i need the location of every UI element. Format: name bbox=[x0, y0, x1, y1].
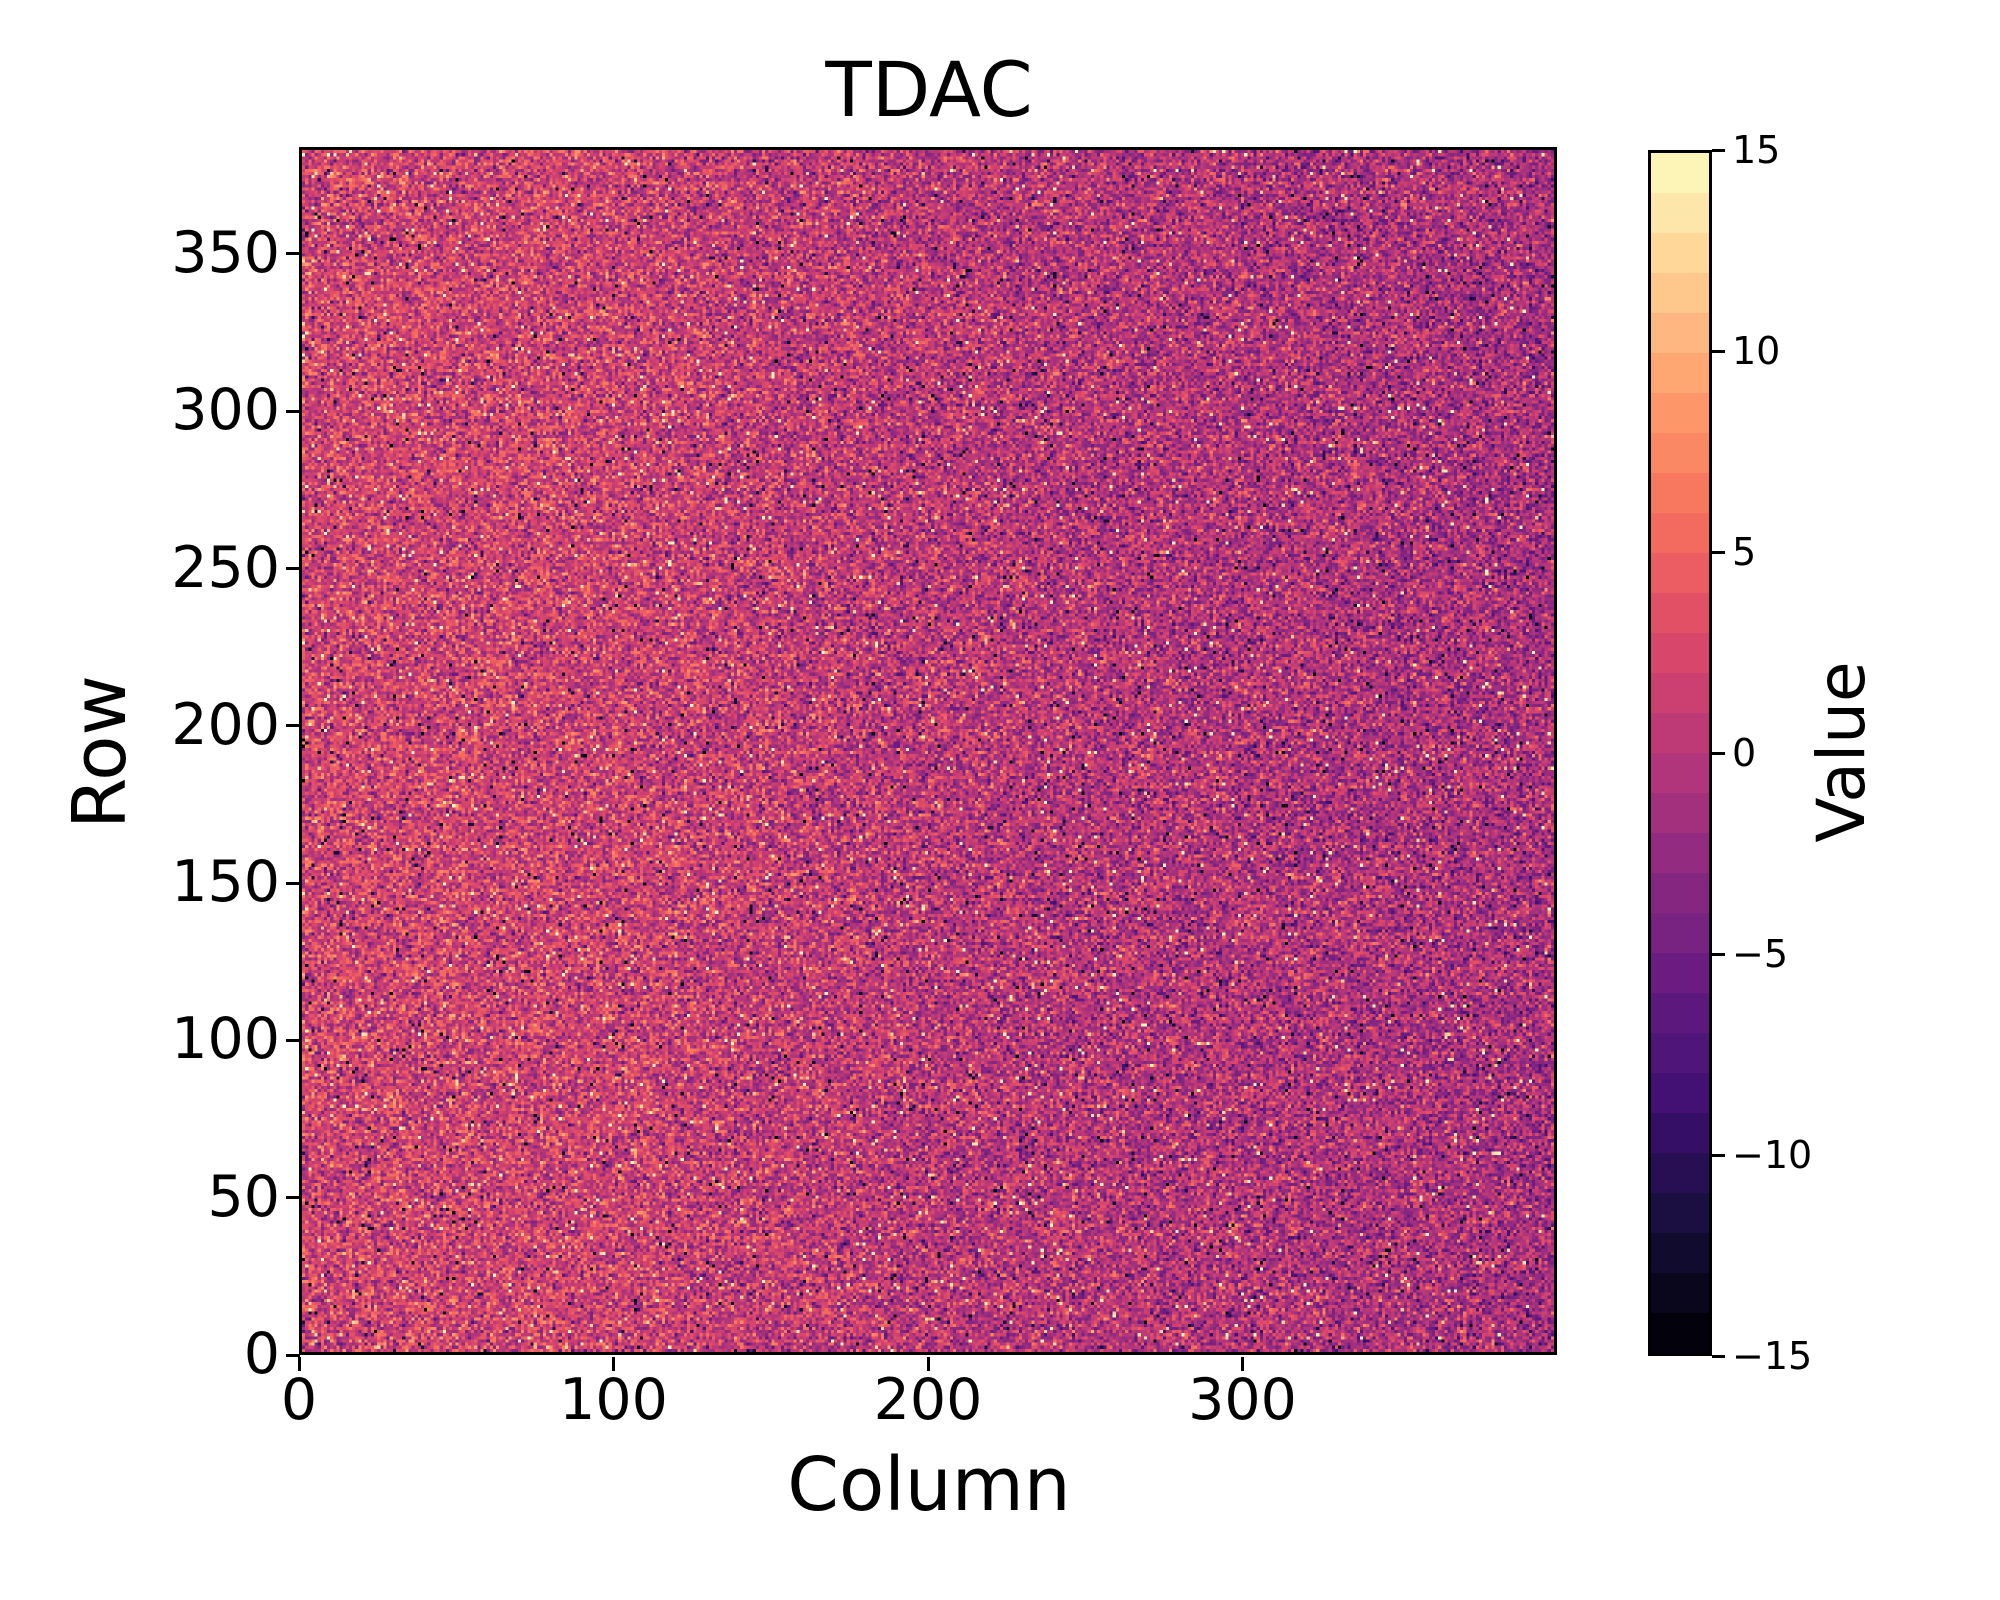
colorbar-segment bbox=[1651, 1113, 1709, 1153]
colorbar-segment bbox=[1651, 673, 1709, 713]
colorbar-segment bbox=[1651, 833, 1709, 873]
colorbar-segment bbox=[1651, 753, 1709, 793]
colorbar-segment bbox=[1651, 1273, 1709, 1313]
y-tick-mark bbox=[286, 1196, 300, 1200]
x-axis-label: Column bbox=[787, 1442, 1071, 1528]
y-tick-mark bbox=[286, 252, 300, 256]
colorbar-segment bbox=[1651, 273, 1709, 313]
x-tick-label: 300 bbox=[1188, 1367, 1297, 1433]
colorbar-segment bbox=[1651, 473, 1709, 513]
y-tick-mark bbox=[286, 724, 300, 728]
colorbar-tick-mark bbox=[1712, 952, 1725, 956]
colorbar-segment bbox=[1651, 513, 1709, 553]
y-tick-label: 250 bbox=[171, 534, 280, 601]
y-tick-mark bbox=[286, 1353, 300, 1357]
x-tick-mark bbox=[926, 1357, 930, 1371]
colorbar-segment bbox=[1651, 793, 1709, 833]
colorbar-segment bbox=[1651, 393, 1709, 433]
colorbar-tick-label: 15 bbox=[1732, 128, 1781, 172]
y-tick-label: 150 bbox=[171, 849, 280, 916]
x-tick-label: 200 bbox=[873, 1367, 983, 1433]
x-tick-mark bbox=[297, 1357, 301, 1371]
y-tick-mark bbox=[286, 567, 300, 571]
colorbar-tick-mark bbox=[1712, 148, 1725, 152]
colorbar bbox=[1648, 150, 1712, 1356]
colorbar-segment bbox=[1651, 873, 1709, 913]
colorbar-segment bbox=[1651, 153, 1709, 193]
colorbar-segment bbox=[1651, 633, 1709, 673]
plot-area bbox=[299, 147, 1557, 1355]
colorbar-segment bbox=[1651, 1033, 1709, 1073]
colorbar-segment bbox=[1651, 313, 1709, 353]
colorbar-segment bbox=[1651, 353, 1709, 393]
colorbar-tick-label: 0 bbox=[1732, 731, 1757, 775]
colorbar-tick-label: 10 bbox=[1732, 329, 1781, 373]
colorbar-label: Value bbox=[1803, 661, 1880, 843]
x-tick-mark bbox=[612, 1357, 615, 1371]
colorbar-segment bbox=[1651, 1233, 1709, 1273]
colorbar-segment bbox=[1651, 1313, 1709, 1353]
colorbar-segment bbox=[1651, 233, 1709, 273]
colorbar-segment bbox=[1651, 1153, 1709, 1193]
colorbar-tick-label: −5 bbox=[1732, 932, 1789, 976]
colorbar-tick-mark bbox=[1712, 550, 1725, 554]
y-tick-label: 0 bbox=[243, 1321, 280, 1387]
colorbar-segment bbox=[1651, 553, 1709, 593]
x-tick-label: 0 bbox=[280, 1367, 318, 1433]
heatmap-canvas bbox=[302, 150, 1554, 1352]
y-tick-mark bbox=[286, 881, 300, 885]
y-tick-mark bbox=[286, 409, 300, 413]
colorbar-segment bbox=[1651, 593, 1709, 633]
chart-title: TDAC bbox=[825, 45, 1033, 134]
colorbar-segment bbox=[1651, 953, 1709, 993]
colorbar-segment bbox=[1651, 993, 1709, 1033]
colorbar-tick-mark bbox=[1712, 751, 1725, 755]
y-tick-label: 200 bbox=[171, 691, 280, 758]
colorbar-segment bbox=[1651, 713, 1709, 753]
y-tick-label: 100 bbox=[171, 1006, 280, 1073]
colorbar-tick-label: −10 bbox=[1732, 1133, 1813, 1177]
colorbar-segment bbox=[1651, 433, 1709, 473]
colorbar-tick-label: 5 bbox=[1732, 530, 1757, 574]
x-tick-mark bbox=[1241, 1357, 1244, 1371]
colorbar-segment bbox=[1651, 193, 1709, 233]
y-tick-label: 350 bbox=[171, 219, 280, 286]
y-tick-mark bbox=[286, 1038, 300, 1042]
colorbar-tick-mark bbox=[1712, 1354, 1725, 1358]
y-tick-label: 300 bbox=[171, 377, 280, 444]
y-tick-label: 50 bbox=[207, 1163, 280, 1230]
y-axis-label: Row bbox=[57, 675, 143, 829]
colorbar-tick-mark bbox=[1712, 349, 1725, 353]
colorbar-tick-label: −15 bbox=[1732, 1334, 1813, 1378]
colorbar-segment bbox=[1651, 1073, 1709, 1113]
colorbar-tick-mark bbox=[1712, 1153, 1725, 1157]
colorbar-segment bbox=[1651, 1193, 1709, 1233]
x-tick-label: 100 bbox=[559, 1367, 668, 1433]
colorbar-segment bbox=[1651, 913, 1709, 953]
